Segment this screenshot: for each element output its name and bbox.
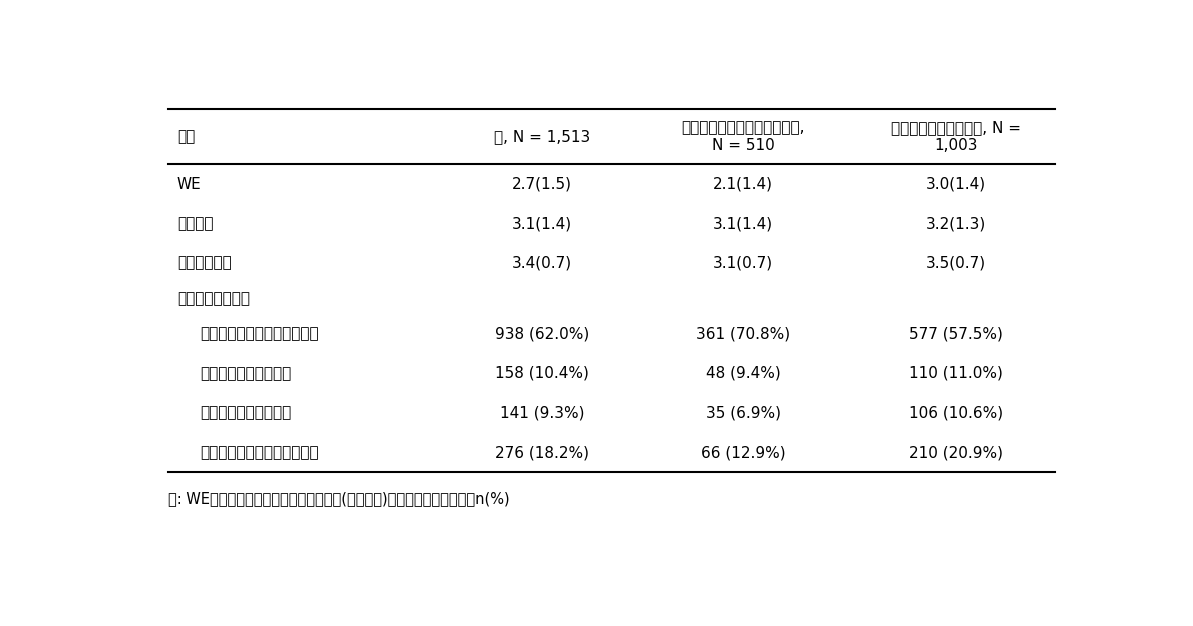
Text: 141 (9.3%): 141 (9.3%) <box>500 406 585 421</box>
Text: 3.1(1.4): 3.1(1.4) <box>512 216 573 231</box>
Text: 361 (70.8%): 361 (70.8%) <box>696 327 790 341</box>
Text: 48 (9.4%): 48 (9.4%) <box>706 366 780 381</box>
Text: 面接での学業質問: 面接での学業質問 <box>177 291 249 306</box>
Text: 577 (57.5%): 577 (57.5%) <box>909 327 1003 341</box>
Text: 3.0(1.4): 3.0(1.4) <box>926 177 985 192</box>
Text: 他社のみ学業質問アリ: 他社のみ学業質問アリ <box>200 366 291 381</box>
Text: 35 (6.9%): 35 (6.9%) <box>706 406 780 421</box>
Text: 自社他社ともに学業質問ナシ: 自社他社ともに学業質問ナシ <box>200 327 319 341</box>
Text: 計, N = 1,513: 計, N = 1,513 <box>494 129 591 144</box>
Text: 158 (10.4%): 158 (10.4%) <box>495 366 589 381</box>
Text: 自社他社ともに学業質問アリ: 自社他社ともに学業質問アリ <box>200 445 319 460</box>
Text: 276 (18.2%): 276 (18.2%) <box>495 445 589 460</box>
Text: 938 (62.0%): 938 (62.0%) <box>495 327 589 341</box>
Text: 3.1(1.4): 3.1(1.4) <box>713 216 773 231</box>
Text: 退職意向: 退職意向 <box>177 216 214 231</box>
Text: 3.1(0.7): 3.1(0.7) <box>713 255 773 270</box>
Text: 66 (12.9%): 66 (12.9%) <box>700 445 785 460</box>
Text: 役に立つと思っていた, N =
1,003: 役に立つと思っていた, N = 1,003 <box>891 120 1021 153</box>
Text: 業務遂行能力: 業務遂行能力 <box>177 255 231 270</box>
Text: 変数: 変数 <box>177 129 196 144</box>
Text: 役に立つと思っていなかった,
N = 510: 役に立つと思っていなかった, N = 510 <box>681 120 805 153</box>
Text: 2.1(1.4): 2.1(1.4) <box>713 177 773 192</box>
Text: 3.4(0.7): 3.4(0.7) <box>512 255 573 270</box>
Text: 3.2(1.3): 3.2(1.3) <box>926 216 985 231</box>
Text: 自社のみ学業質問アリ: 自社のみ学業質問アリ <box>200 406 291 421</box>
Text: 3.5(0.7): 3.5(0.7) <box>926 255 985 270</box>
Text: 110 (11.0%): 110 (11.0%) <box>909 366 1003 381</box>
Text: 106 (10.6%): 106 (10.6%) <box>909 406 1003 421</box>
Text: WE: WE <box>177 177 202 192</box>
Text: 2.7(1.5): 2.7(1.5) <box>512 177 573 192</box>
Text: 注: WE・退職意向・業務遂行能力は平均(標準偏差)、面接での学業質問はn(%): 注: WE・退職意向・業務遂行能力は平均(標準偏差)、面接での学業質問はn(%) <box>167 491 509 506</box>
Text: 210 (20.9%): 210 (20.9%) <box>909 445 1003 460</box>
